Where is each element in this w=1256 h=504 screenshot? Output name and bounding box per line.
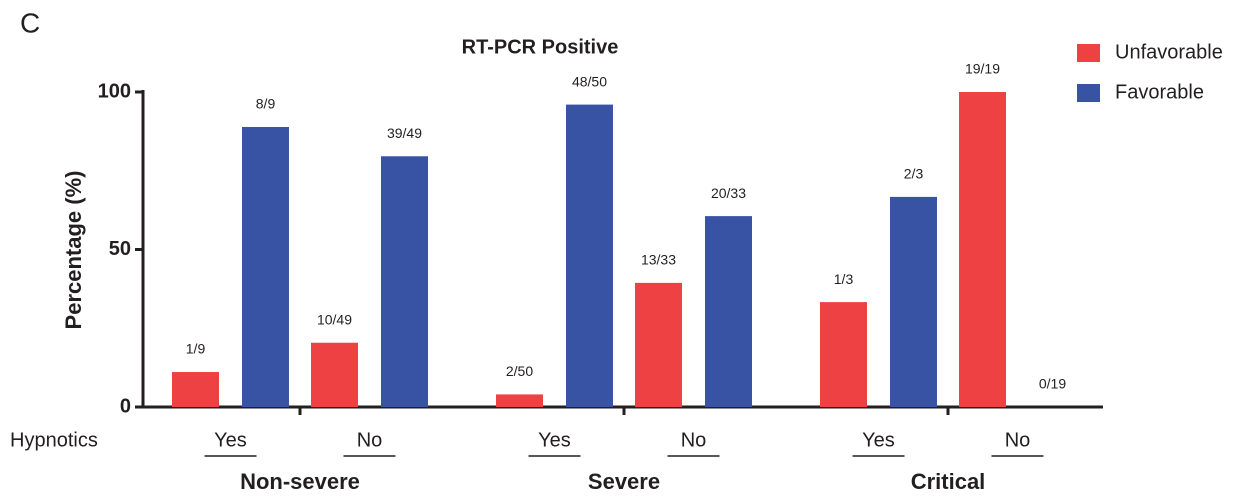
x-tick-label: No bbox=[1005, 429, 1031, 451]
bar bbox=[242, 126, 289, 407]
bar bbox=[496, 394, 543, 407]
group-label: Severe bbox=[588, 469, 660, 494]
y-tick-label: 0 bbox=[120, 395, 131, 417]
bar bbox=[820, 302, 867, 407]
bar bbox=[381, 156, 428, 407]
data-label: 13/33 bbox=[641, 252, 676, 268]
bar bbox=[635, 282, 682, 407]
x-tick-label: Yes bbox=[538, 429, 571, 451]
data-label: 10/49 bbox=[317, 311, 352, 327]
x-tick-label: No bbox=[681, 429, 707, 451]
data-label: 2/50 bbox=[506, 363, 533, 379]
data-label: 1/3 bbox=[834, 271, 854, 287]
bar bbox=[172, 372, 219, 407]
legend-label: Unfavorable bbox=[1115, 41, 1223, 63]
bar bbox=[959, 92, 1006, 407]
bar bbox=[311, 342, 358, 407]
group-label: Non-severe bbox=[240, 469, 360, 494]
data-label: 8/9 bbox=[256, 96, 276, 112]
legend-swatch bbox=[1077, 44, 1100, 62]
y-tick-label: 50 bbox=[109, 238, 131, 260]
bar bbox=[890, 196, 937, 407]
bar bbox=[566, 104, 613, 407]
panel-label: C bbox=[20, 7, 40, 38]
y-axis-label: Percentage (%) bbox=[61, 171, 86, 330]
data-label: 2/3 bbox=[904, 166, 924, 182]
y-tick-label: 100 bbox=[98, 80, 131, 102]
bar bbox=[705, 216, 752, 407]
x-tick-label: Yes bbox=[214, 429, 247, 451]
x-tick-label: Yes bbox=[862, 429, 895, 451]
legend-label: Favorable bbox=[1115, 81, 1204, 103]
data-label: 20/33 bbox=[711, 185, 746, 201]
data-label: 48/50 bbox=[572, 73, 607, 89]
row-label: Hypnotics bbox=[10, 429, 98, 451]
data-label: 1/9 bbox=[186, 341, 206, 357]
data-label: 19/19 bbox=[965, 61, 1000, 77]
data-label: 0/19 bbox=[1039, 376, 1066, 392]
data-label: 39/49 bbox=[387, 125, 422, 141]
legend-swatch bbox=[1077, 84, 1100, 102]
x-tick-label: No bbox=[357, 429, 383, 451]
chart-title: RT-PCR Positive bbox=[462, 36, 619, 58]
group-label: Critical bbox=[911, 469, 986, 494]
